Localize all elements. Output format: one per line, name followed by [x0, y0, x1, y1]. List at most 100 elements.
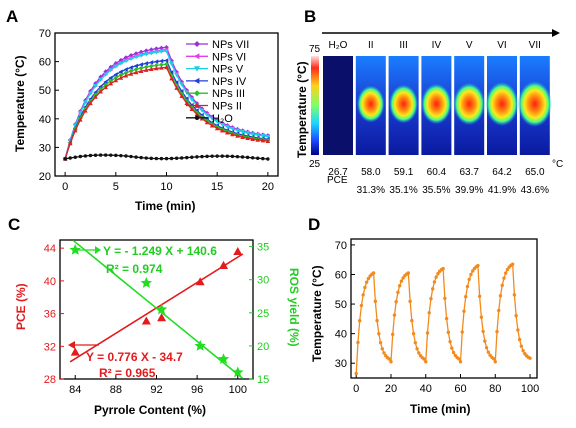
d-series-point: [436, 272, 440, 276]
a-series-point: [98, 89, 103, 94]
d-series-point: [464, 295, 468, 299]
a-series-point: [78, 154, 83, 159]
a-series-point: [63, 157, 67, 161]
pce-value: 43.6%: [521, 185, 549, 196]
d-y-tick-label: 30: [335, 358, 347, 370]
temperature-value: 64.2: [492, 167, 512, 178]
sample-label: H₂O: [329, 40, 348, 51]
a-series-point: [159, 49, 164, 54]
a-series-point: [88, 91, 93, 96]
d-series-point: [363, 285, 367, 290]
pce-fit-equation: Y = 0.776 X - 34.7: [86, 350, 183, 364]
a-series-point: [164, 49, 169, 54]
a-series-point: [139, 155, 143, 160]
a-series-point: [189, 97, 195, 102]
a-y-tick-label: 60: [39, 57, 51, 69]
d-series-point: [364, 280, 369, 284]
a-series-point: [118, 75, 124, 80]
d-series-point: [356, 340, 360, 345]
a-legend-label: NPs III: [212, 88, 245, 100]
a-series-point: [209, 116, 215, 121]
colorbar: [311, 56, 319, 155]
d-series-point: [399, 279, 404, 283]
temperature-value: 65.0: [525, 167, 545, 178]
a-series-point: [174, 85, 179, 90]
d-x-tick-label: 100: [521, 383, 539, 395]
d-series-point: [451, 350, 456, 355]
d-series-point: [354, 371, 358, 376]
a-series-point: [169, 62, 174, 67]
d-series-point: [441, 266, 445, 271]
c-x-tick-label: 88: [110, 384, 122, 396]
a-series-point: [108, 75, 113, 81]
d-series-point: [502, 276, 506, 280]
d-series-point: [424, 360, 428, 364]
a-y-tick-label: 30: [39, 142, 51, 154]
pce-value: 35.5%: [422, 185, 450, 196]
a-legend-marker: [194, 66, 200, 72]
d-series-point: [528, 356, 532, 360]
temperature-value: 63.7: [459, 167, 479, 178]
a-series-point: [93, 94, 98, 99]
d-series-point: [377, 332, 381, 336]
d-series-point: [477, 294, 482, 299]
panel-a-y-label: Temperature (°C): [13, 55, 27, 152]
d-series-point: [462, 309, 466, 313]
d-series-point: [486, 350, 491, 354]
a-series-point: [169, 70, 174, 75]
a-series-point: [123, 67, 128, 72]
d-series-point: [429, 297, 433, 301]
d-y-tick-label: 50: [335, 299, 347, 311]
a-series-point: [129, 154, 133, 159]
a-y-tick-label: 70: [39, 28, 51, 40]
a-series-point: [93, 153, 98, 157]
d-series-point: [406, 271, 411, 275]
a-series-point: [225, 124, 230, 130]
a-series-point: [179, 82, 185, 87]
pce-point: [219, 260, 229, 269]
d-series-point: [382, 351, 386, 355]
d-series-point: [396, 290, 400, 295]
a-series-point: [174, 83, 179, 88]
panel-d-x-label: Time (min): [410, 402, 470, 416]
sample-axis-arrowhead: [552, 29, 560, 37]
d-series-point: [521, 348, 525, 353]
a-series-point: [255, 137, 261, 142]
pce-row-label: PCE: [327, 175, 348, 186]
hot-spot: [485, 82, 519, 126]
a-legend-label: NPs IV: [212, 76, 247, 88]
a-x-tick-label: 10: [160, 181, 172, 193]
panel-a-x-label: Time (min): [135, 199, 195, 213]
a-series-point: [143, 61, 149, 66]
a-series-point: [159, 45, 164, 51]
d-series-point: [500, 283, 504, 288]
d-series-point: [444, 316, 449, 321]
pce-point: [141, 316, 151, 325]
ros-point: [217, 353, 230, 364]
d-series-point: [371, 271, 376, 275]
a-series-point: [68, 156, 72, 160]
a-series-point: [133, 63, 138, 69]
d-series-point: [467, 277, 471, 282]
a-series-point: [128, 56, 134, 62]
panel-b-thermal-images: Temperature (°C) 75 25 H₂O 26.7 II 58.0 31.3…: [295, 29, 563, 196]
a-series-point: [148, 47, 154, 52]
a-series-point: [179, 79, 185, 85]
a-series-point: [108, 68, 114, 73]
a-x-tick-label: 15: [211, 181, 223, 193]
a-series-point: [124, 154, 128, 158]
a-series-point: [169, 156, 174, 161]
pce-point: [70, 347, 80, 356]
a-series-point: [133, 70, 139, 75]
a-series-point: [144, 156, 148, 160]
a-series-point: [103, 79, 108, 85]
hot-spot: [421, 83, 452, 125]
d-series-point: [450, 346, 454, 350]
a-series-point: [184, 100, 190, 106]
ros-point: [140, 277, 152, 288]
a-x-tick-label: 20: [262, 181, 274, 193]
colorbar-min: 25: [309, 159, 321, 170]
panel-d-plot-frame: [350, 238, 538, 379]
a-series-point: [148, 60, 154, 65]
pce-fit-r2: R² = 0.965: [99, 366, 156, 380]
